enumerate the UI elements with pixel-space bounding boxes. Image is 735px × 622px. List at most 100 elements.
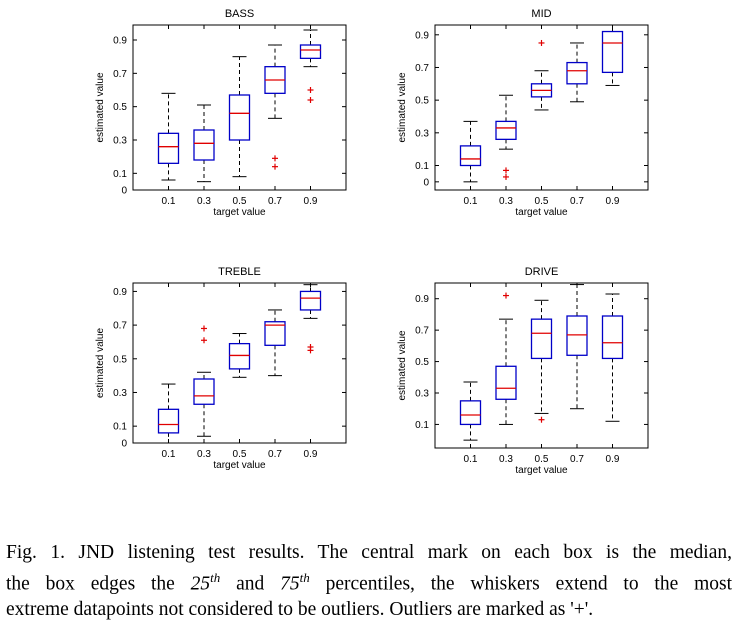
box-iqr — [299, 290, 322, 311]
box-0.9 — [601, 24, 624, 86]
x-axis-label: target value — [515, 465, 568, 476]
y-tick-label: 0.1 — [113, 169, 127, 180]
x-tick-label: 0.1 — [162, 196, 176, 207]
axes-frame — [132, 282, 347, 444]
y-axis-label: estimated value — [397, 330, 408, 400]
caption-math: th — [299, 570, 310, 585]
y-tick-label: 0.1 — [415, 161, 429, 172]
box-iqr — [530, 318, 553, 360]
box-iqr — [601, 30, 624, 74]
box-0.1 — [459, 381, 482, 441]
x-tick-label: 0.5 — [535, 196, 549, 207]
box-iqr — [299, 44, 322, 59]
x-tick-label: 0.7 — [570, 196, 584, 207]
caption-math: th — [210, 570, 221, 585]
caption-text: the box edges the — [6, 573, 191, 595]
box-iqr — [459, 400, 482, 426]
x-tick-label: 0.7 — [268, 196, 282, 207]
box-0.5 — [530, 299, 553, 423]
y-tick-label: 0.9 — [113, 36, 127, 47]
box-iqr — [495, 120, 517, 141]
x-tick-label: 0.1 — [464, 454, 478, 465]
box-0.3 — [495, 94, 517, 180]
y-tick-label: 0.7 — [415, 326, 429, 337]
box-0.5 — [228, 333, 251, 378]
x-tick-label: 0.3 — [197, 196, 211, 207]
y-axis-label: estimated value — [95, 328, 106, 398]
boxplot-panel-mid: MID 0 0.1 0.3 0.5 0.7 0.9 0.1 0.3 0.5 0.7 0.9 target… — [397, 8, 649, 218]
x-tick-label: 0.9 — [606, 196, 620, 207]
box-iqr — [566, 315, 588, 356]
y-tick-label: 0 — [423, 177, 429, 188]
x-tick-label: 0.3 — [499, 196, 513, 207]
box-0.9 — [601, 293, 624, 422]
caption-text: percentiles, the whiskers extend to the … — [309, 573, 733, 595]
y-tick-label: 0.9 — [113, 287, 127, 298]
outlier-marker — [503, 173, 509, 180]
y-tick-label: 0 — [121, 439, 127, 450]
caption-line-1: Fig. 1. JND listening test results. The … — [6, 542, 732, 563]
x-tick-label: 0.3 — [499, 454, 513, 465]
boxplot-panel-treble: TREBLE 0 0.1 0.3 0.5 0.7 0.9 0.1 0.3 0.5 0.7 0.9 tar… — [95, 266, 347, 471]
box-iqr — [264, 321, 286, 346]
box-0.3 — [495, 292, 517, 425]
box-iqr — [459, 145, 482, 167]
box-iqr — [566, 61, 588, 85]
x-tick-label: 0.5 — [233, 196, 247, 207]
box-iqr — [601, 315, 624, 360]
box-0.7 — [566, 284, 588, 410]
outlier-marker — [538, 39, 545, 46]
y-tick-label: 0.1 — [415, 420, 429, 431]
chart-title: MID — [531, 8, 551, 20]
box-iqr — [193, 378, 215, 405]
outlier-marker — [201, 337, 207, 344]
outlier-marker — [307, 347, 314, 354]
y-axis-label: estimated value — [95, 72, 106, 142]
outlier-marker — [307, 97, 314, 103]
box-iqr — [228, 342, 251, 370]
y-tick-label: 0.3 — [415, 128, 429, 139]
box-0.3 — [193, 104, 215, 183]
caption-line-2: the box edges the 25th and 75th percenti… — [6, 565, 732, 597]
box-0.1 — [157, 383, 180, 444]
box-0.9 — [299, 29, 322, 103]
x-axis-label: target value — [213, 207, 266, 218]
chart-title: TREBLE — [218, 266, 261, 278]
x-tick-label: 0.5 — [535, 454, 549, 465]
boxplot-panel-bass: BASS 0 0.1 0.3 0.5 0.7 0.9 0.1 0.3 0.5 0.7 0.9 targe… — [95, 8, 347, 218]
caption-math: 25 — [190, 573, 211, 595]
outlier-marker — [307, 87, 314, 93]
figure-caption: Fig. 1. JND listening test results. The … — [6, 540, 732, 622]
y-tick-label: 0.3 — [415, 389, 429, 400]
box-0.5 — [530, 39, 553, 111]
x-axis-label: target value — [515, 207, 568, 218]
box-iqr — [495, 365, 517, 400]
x-tick-label: 0.7 — [268, 449, 282, 460]
box-0.7 — [264, 309, 286, 377]
box-0.7 — [566, 42, 588, 103]
caption-math: 75 — [280, 573, 300, 595]
x-tick-label: 0.3 — [197, 449, 211, 460]
y-tick-label: 0.1 — [113, 422, 127, 433]
box-0.1 — [157, 92, 180, 181]
y-axis-label: estimated value — [397, 72, 408, 142]
outlier-marker — [272, 163, 278, 170]
x-tick-label: 0.9 — [304, 196, 318, 207]
box-0.5 — [228, 56, 251, 178]
box-iqr — [193, 129, 215, 161]
y-tick-label: 0.7 — [113, 69, 127, 80]
outlier-marker — [272, 155, 278, 162]
x-axis-label: target value — [213, 460, 266, 471]
box-0.3 — [193, 325, 215, 437]
box-0.1 — [459, 120, 482, 183]
x-tick-label: 0.1 — [464, 196, 478, 207]
x-tick-label: 0.9 — [304, 449, 318, 460]
y-tick-label: 0 — [121, 186, 127, 197]
x-tick-label: 0.1 — [162, 449, 176, 460]
outlier-marker — [201, 325, 207, 332]
y-tick-label: 0.7 — [415, 63, 429, 74]
outlier-marker — [503, 292, 509, 299]
x-tick-label: 0.9 — [606, 454, 620, 465]
chart-title: BASS — [225, 8, 254, 20]
figure: BASS 0 0.1 0.3 0.5 0.7 0.9 0.1 0.3 0.5 0.7 0.9 targe… — [95, 8, 649, 476]
